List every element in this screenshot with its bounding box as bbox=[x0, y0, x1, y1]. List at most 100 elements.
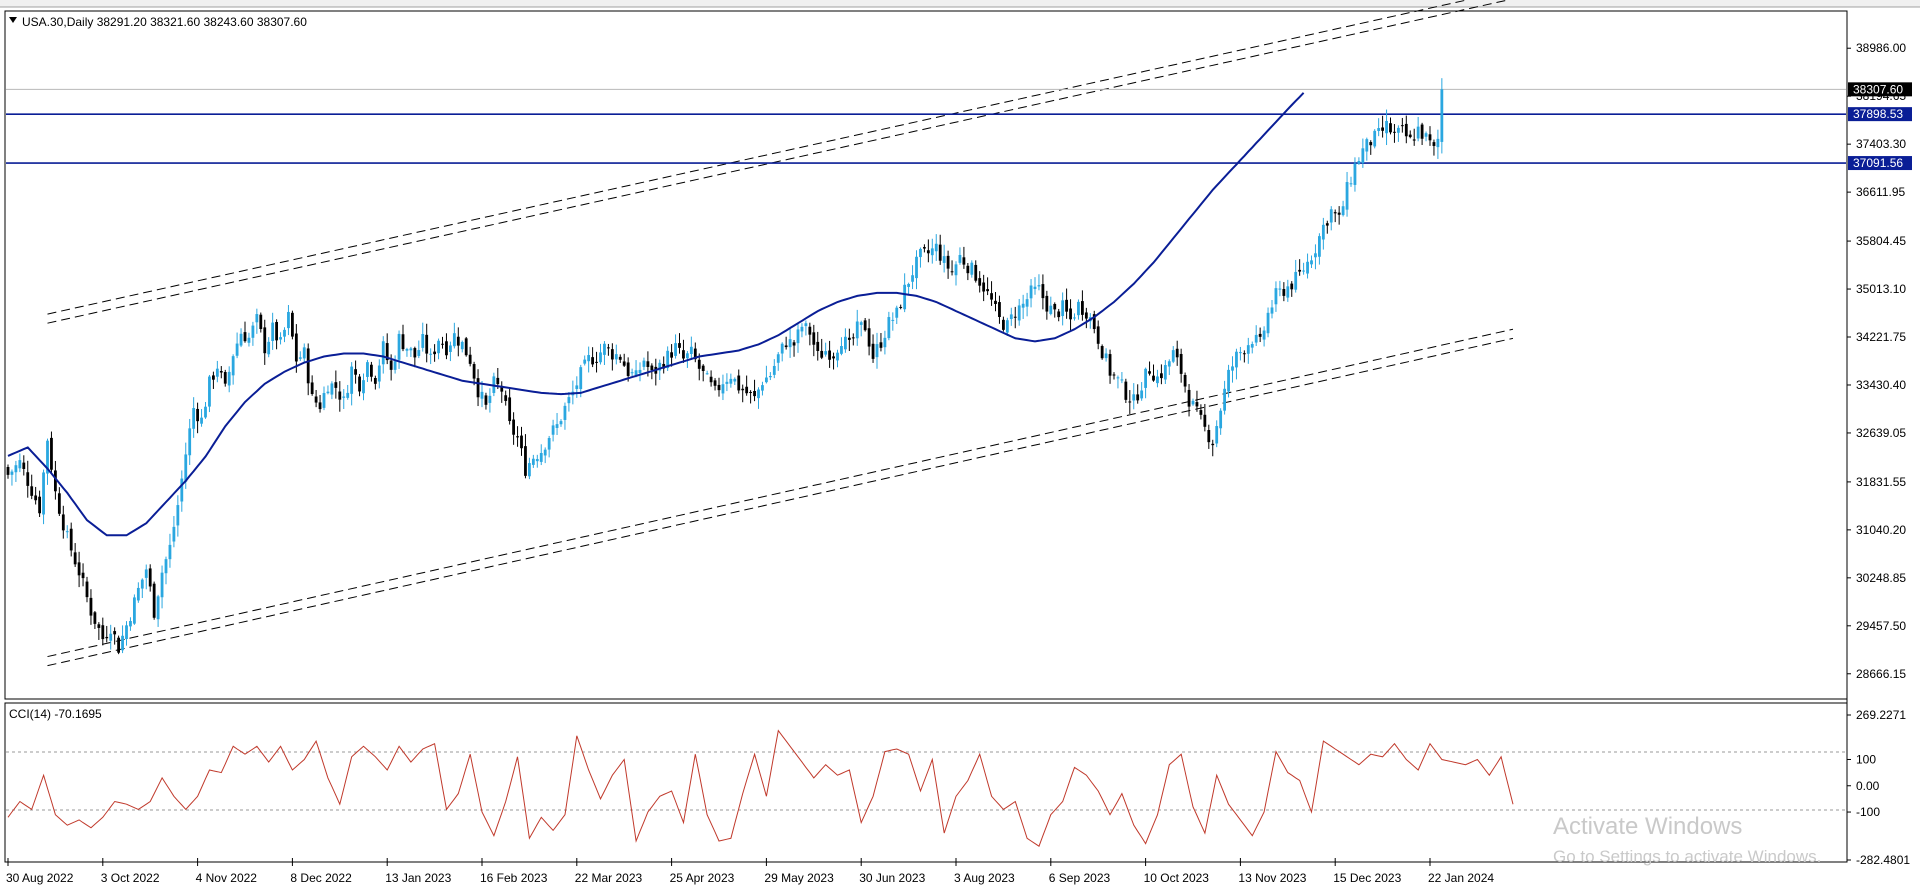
candle-body bbox=[397, 333, 401, 360]
candle-body bbox=[840, 346, 843, 354]
candle-body bbox=[1294, 271, 1298, 290]
price-label-box bbox=[1848, 156, 1912, 171]
candle-body bbox=[670, 352, 673, 358]
candle-body bbox=[970, 262, 974, 275]
candle-body bbox=[61, 514, 65, 531]
candle-body bbox=[784, 345, 788, 348]
candle-body bbox=[646, 361, 650, 367]
candle-body bbox=[772, 365, 776, 375]
candle-body bbox=[65, 531, 69, 533]
candle-body bbox=[247, 337, 251, 343]
candle-body bbox=[180, 478, 184, 502]
price-label-box bbox=[1848, 82, 1912, 97]
candle-body bbox=[911, 275, 914, 282]
candle-body bbox=[1013, 316, 1017, 318]
candle-body bbox=[42, 472, 45, 515]
price-tick-label: 35013.10 bbox=[1856, 282, 1906, 296]
candle-body bbox=[717, 384, 721, 391]
cci-line[interactable] bbox=[7, 729, 1514, 847]
candle-body bbox=[1009, 314, 1013, 320]
channel-line[interactable] bbox=[47, 0, 1513, 315]
candle-body bbox=[1404, 123, 1408, 137]
candle-body bbox=[164, 559, 168, 574]
candle-body bbox=[682, 350, 685, 359]
price-tick-label: 30248.85 bbox=[1856, 571, 1906, 585]
candle-body bbox=[208, 376, 211, 407]
candle-body bbox=[421, 334, 425, 348]
candle-body bbox=[1132, 394, 1136, 401]
candle-body bbox=[1199, 410, 1203, 415]
candle-body bbox=[729, 378, 733, 384]
candle-body bbox=[437, 340, 440, 354]
date-axis-label: 25 Apr 2023 bbox=[670, 871, 735, 885]
candle-body bbox=[1211, 443, 1215, 446]
candle-body bbox=[1436, 138, 1440, 148]
candle-body bbox=[528, 463, 531, 477]
candle-body bbox=[531, 458, 535, 465]
candle-body bbox=[405, 349, 409, 351]
candle-body bbox=[812, 332, 816, 345]
price-tick-label: 33430.40 bbox=[1856, 378, 1906, 392]
candle-body bbox=[994, 300, 997, 304]
candle-body bbox=[757, 389, 760, 399]
price-tick-label: 34221.75 bbox=[1856, 330, 1906, 344]
candle-body bbox=[121, 635, 124, 651]
symbol-menu-icon[interactable] bbox=[9, 17, 17, 23]
candle-body bbox=[488, 395, 492, 403]
candle-body bbox=[686, 353, 689, 359]
candle-body bbox=[259, 314, 263, 330]
candle-body bbox=[630, 372, 634, 374]
candle-body bbox=[603, 343, 606, 355]
candle-body bbox=[140, 579, 144, 589]
candle-body bbox=[516, 436, 519, 438]
candle-body bbox=[1084, 312, 1088, 319]
date-axis-label: 3 Oct 2022 bbox=[101, 871, 160, 885]
candle-body bbox=[1207, 430, 1211, 443]
candle-body bbox=[1231, 366, 1234, 371]
candle-body bbox=[1306, 261, 1309, 274]
candle-body bbox=[1341, 206, 1345, 216]
candle-body bbox=[1314, 253, 1317, 258]
candle-body bbox=[1223, 388, 1226, 411]
candle-body bbox=[1041, 284, 1045, 299]
candle-body bbox=[520, 435, 523, 449]
price-label-text: 37091.56 bbox=[1853, 156, 1903, 170]
candle-body bbox=[820, 350, 824, 358]
candle-body bbox=[1160, 373, 1163, 379]
candle-body bbox=[358, 376, 361, 392]
candle-body bbox=[476, 378, 480, 398]
toolbar-strip bbox=[0, 0, 1920, 7]
candle-body bbox=[1242, 353, 1246, 355]
channel-line[interactable] bbox=[47, 328, 1514, 658]
channel-line[interactable] bbox=[47, 337, 1514, 667]
candle-body bbox=[1124, 381, 1128, 400]
candle-body bbox=[1337, 212, 1341, 215]
moving-average-line[interactable] bbox=[7, 92, 1305, 537]
candle-body bbox=[907, 283, 910, 287]
candle-body bbox=[223, 372, 227, 384]
candle-body bbox=[338, 391, 342, 400]
candle-body bbox=[895, 307, 899, 318]
candle-body bbox=[923, 247, 926, 249]
candle-body bbox=[377, 365, 381, 382]
channel-line[interactable] bbox=[47, 0, 1513, 324]
candle-body bbox=[962, 257, 966, 265]
price-tick-label: 36611.95 bbox=[1856, 185, 1905, 199]
candle-body bbox=[500, 385, 504, 392]
candle-body bbox=[456, 336, 460, 346]
candle-body bbox=[721, 384, 725, 394]
candle-body bbox=[1140, 390, 1144, 399]
symbol-header: USA.30,Daily 38291.20 38321.60 38243.60 … bbox=[22, 15, 307, 29]
candle-body bbox=[235, 343, 239, 356]
candle-body bbox=[919, 248, 922, 258]
candle-body bbox=[705, 373, 709, 375]
date-axis-label: 16 Feb 2023 bbox=[480, 871, 548, 885]
candle-body bbox=[1266, 312, 1270, 334]
candle-body bbox=[1329, 209, 1333, 223]
candle-body bbox=[417, 350, 421, 356]
candle-body bbox=[184, 454, 188, 482]
activate-windows-title: Activate Windows bbox=[1553, 813, 1742, 840]
candle-body bbox=[1290, 283, 1294, 290]
candle-body bbox=[1270, 307, 1274, 314]
